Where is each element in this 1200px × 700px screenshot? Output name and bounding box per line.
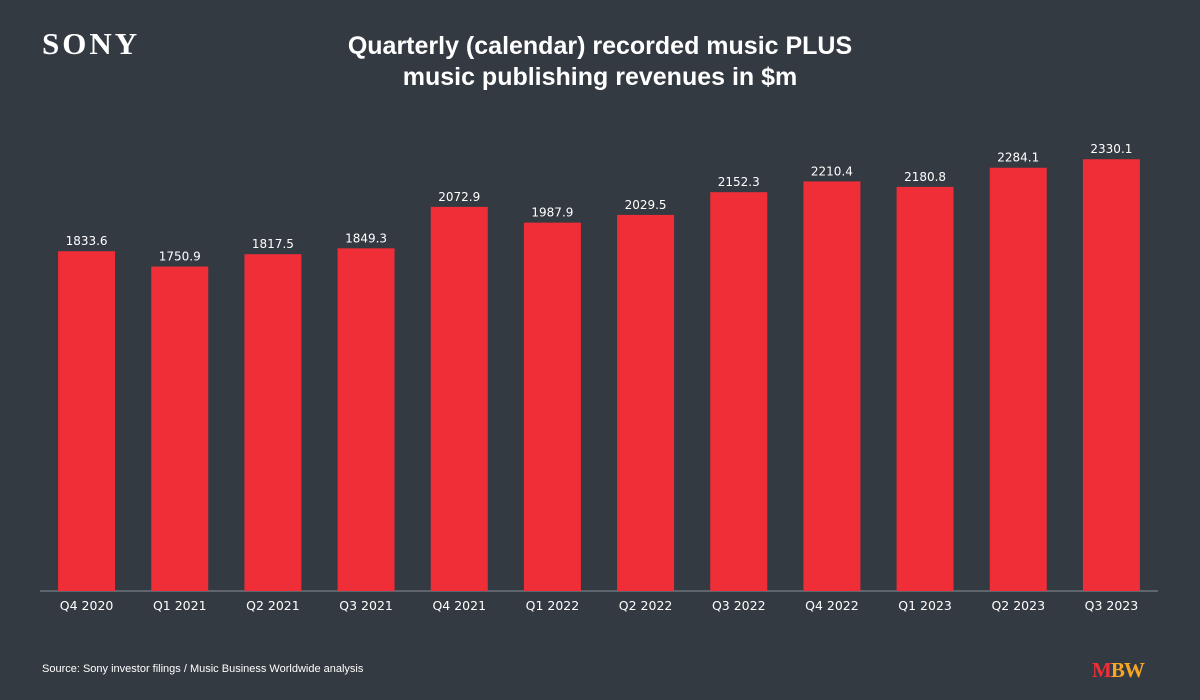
bar-q3-2023 [1082,159,1140,591]
bar-q1-2021 [151,266,209,591]
x-tick-label: Q2 2022 [619,598,673,613]
bar-q1-2022 [523,222,581,591]
value-labels-group: 1833.6 1750.9 1817.5 1849.3 2072.9 1987.9 2029… [66,142,1133,263]
bar-q4-2022 [803,181,861,591]
x-tick-label: Q1 2023 [898,598,952,613]
mbw-logo-m: M [1092,658,1112,682]
mbw-logo-bw: BW [1110,658,1145,682]
bars-group [58,159,1140,592]
bar-q1-2023 [896,186,954,591]
value-label: 2180.8 [904,170,946,184]
value-label: 1849.3 [345,231,387,245]
x-tick-label: Q2 2021 [246,598,300,613]
value-label: 2152.3 [718,175,760,189]
x-tick-label: Q3 2021 [339,598,393,613]
value-label: 2284.1 [997,151,1039,165]
bar-q4-2020 [58,251,116,591]
tick-labels-group: Q4 2020 Q1 2021 Q2 2021 Q3 2021 Q4 2021 Q1 20… [60,598,1138,613]
bar-q4-2021 [430,206,488,591]
value-label: 1987.9 [531,206,573,220]
bar-chart: 1833.6 1750.9 1817.5 1849.3 2072.9 1987.9 2029… [40,142,1158,613]
chart-title-line-1: Quarterly (calendar) recorded music PLUS [347,32,853,60]
chart-title-line-2: music publishing revenues in $m [402,63,798,91]
x-tick-label: Q4 2022 [805,598,859,613]
x-tick-label: Q1 2021 [153,598,207,613]
value-label: 2330.1 [1090,142,1132,156]
x-tick-label: Q2 2023 [991,598,1045,613]
x-tick-label: Q4 2021 [432,598,486,613]
mbw-logo: MBW [1092,658,1145,682]
bar-q2-2022 [617,214,675,592]
value-label: 1750.9 [159,250,201,264]
x-tick-label: Q3 2023 [1085,598,1139,613]
bar-q3-2022 [710,192,768,592]
bar-q2-2023 [989,167,1047,592]
value-label: 2072.9 [438,190,480,204]
value-label: 2210.4 [811,164,853,178]
chart-title: Quarterly (calendar) recorded music PLUS… [200,31,1000,93]
bar-q3-2021 [337,248,395,591]
source-note: Source: Sony investor filings / Music Bu… [42,663,364,675]
sony-logo: SONY [42,26,141,61]
value-label: 1817.5 [252,237,294,251]
x-tick-label: Q1 2022 [526,598,580,613]
value-label: 2029.5 [625,198,667,212]
value-label: 1833.6 [66,234,108,248]
x-tick-label: Q4 2020 [60,598,114,613]
bar-q2-2021 [244,254,302,591]
x-tick-label: Q3 2022 [712,598,766,613]
